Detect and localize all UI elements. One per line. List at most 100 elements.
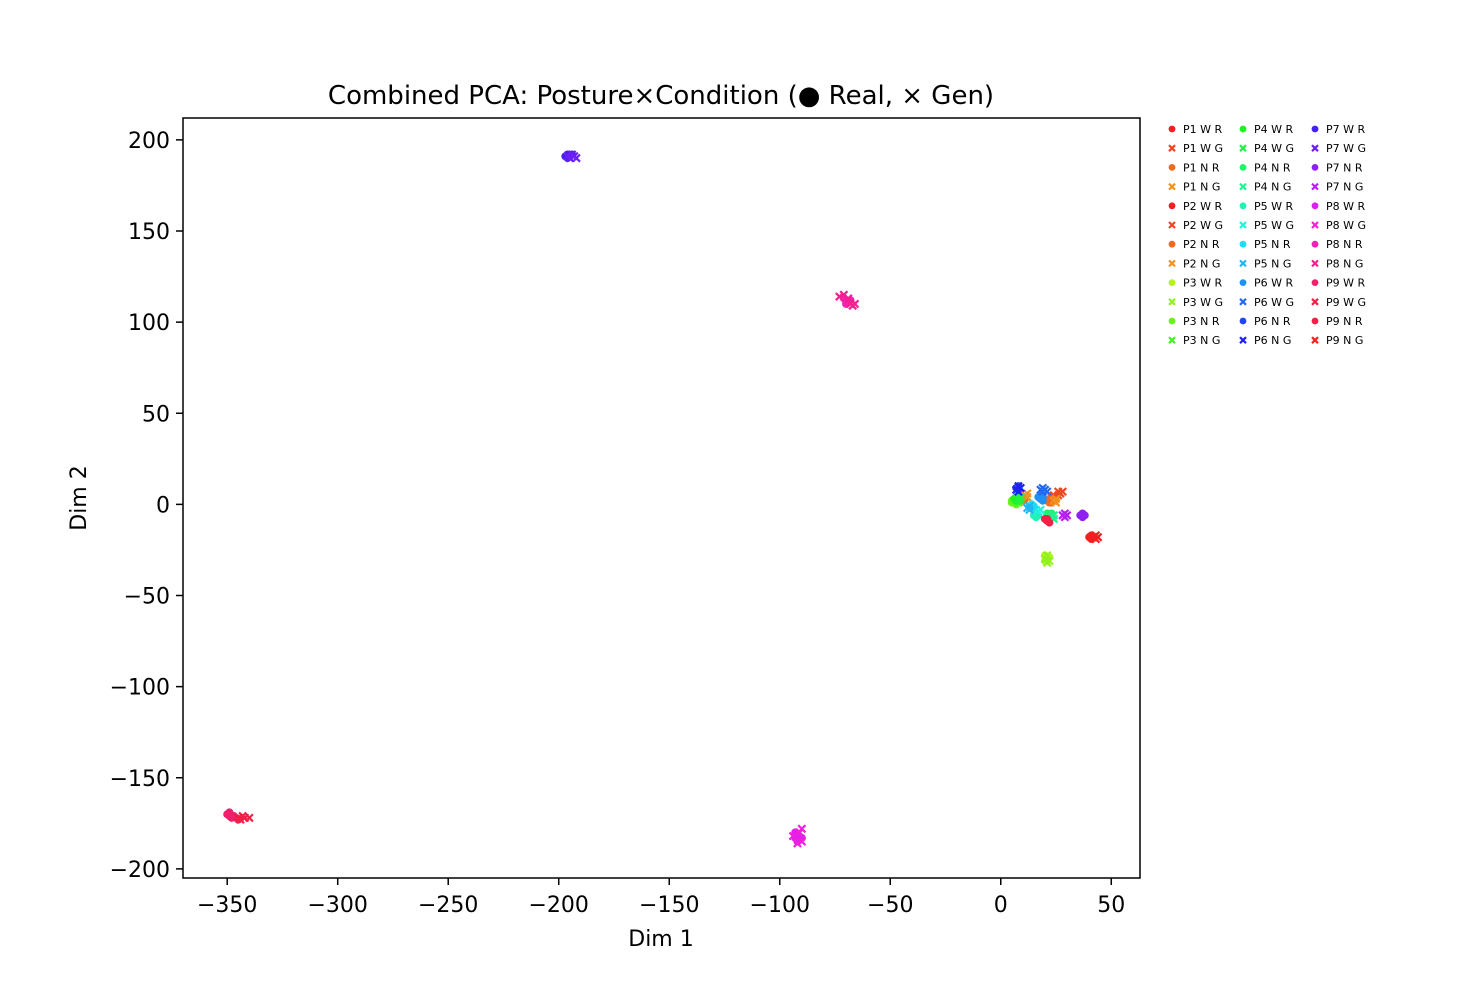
legend-label: P4 W G: [1254, 142, 1294, 155]
legend-item: P9 W G: [1311, 296, 1366, 309]
legend-marker: [1311, 298, 1319, 306]
data-point: [1051, 498, 1061, 507]
legend-marker: [1239, 259, 1247, 268]
legend-marker: [1168, 240, 1176, 248]
legend-marker: [1239, 144, 1247, 152]
legend-marker: [1168, 125, 1176, 133]
legend-marker: [1311, 259, 1319, 268]
legend-item: P2 W G: [1168, 219, 1223, 232]
legend-label: P8 N R: [1326, 238, 1363, 251]
legend-marker: [1239, 164, 1247, 171]
legend-item: P6 W G: [1239, 296, 1294, 309]
legend-item: P7 W R: [1311, 123, 1366, 136]
legend-item: P7 N R: [1311, 161, 1363, 174]
legend-label: P4 N R: [1254, 161, 1291, 174]
legend-label: P1 N G: [1183, 181, 1220, 194]
legend-item: P4 N R: [1239, 161, 1291, 174]
legend-item: P7 N G: [1311, 181, 1363, 194]
legend-item: P6 N R: [1239, 315, 1291, 328]
legend-item: P2 N G: [1168, 257, 1220, 270]
legend-marker: [1239, 221, 1247, 229]
legend-item: P5 N R: [1239, 238, 1291, 251]
legend-item: P5 W R: [1239, 200, 1294, 213]
legend-item: P4 W R: [1239, 123, 1294, 136]
legend-marker: [1311, 221, 1319, 229]
legend-item: P6 W R: [1239, 277, 1294, 290]
legend-item: P4 N G: [1239, 181, 1291, 194]
legend-label: P4 N G: [1254, 181, 1291, 194]
legend-label: P7 W G: [1326, 142, 1366, 155]
legend-item: P2 W R: [1168, 200, 1223, 213]
x-tick-label: −50: [867, 893, 913, 918]
data-point: [797, 837, 807, 846]
legend-label: P6 W G: [1254, 296, 1294, 309]
legend-label: P6 N R: [1254, 315, 1291, 328]
data-point: [238, 811, 248, 821]
legend-label: P7 N R: [1326, 161, 1363, 174]
legend-marker: [1239, 336, 1247, 344]
legend-item: P3 N G: [1168, 334, 1220, 347]
legend-label: P2 W G: [1183, 219, 1223, 232]
legend-marker: [1239, 125, 1247, 133]
y-tick-label: 50: [142, 402, 170, 427]
chart-title: Combined PCA: Posture×Condition (● Real,…: [328, 81, 994, 111]
legend-label: P4 W R: [1254, 123, 1294, 136]
legend: P1 W R P1 W G P1 N R P1 N G P2 W R P2 W G P2 N…: [1168, 123, 1366, 347]
legend-item: P3 N R: [1168, 315, 1220, 328]
data-point: [1025, 501, 1034, 511]
legend-label: P5 N G: [1254, 257, 1291, 270]
y-tick-label: 200: [128, 129, 170, 154]
legend-label: P8 N G: [1326, 257, 1363, 270]
data-point: [1038, 496, 1047, 505]
legend-item: P3 W G: [1168, 296, 1223, 309]
legend-marker: [1168, 144, 1176, 152]
legend-item: P9 N G: [1311, 334, 1363, 347]
data-point: [1032, 513, 1041, 522]
legend-item: P8 W G: [1311, 219, 1366, 232]
legend-label: P2 N R: [1183, 238, 1220, 251]
legend-label: P8 W G: [1326, 219, 1366, 232]
legend-marker: [1168, 336, 1176, 344]
legend-marker: [1311, 279, 1319, 286]
data-point: [1042, 551, 1052, 560]
legend-marker: [1168, 164, 1176, 171]
data-point: [850, 299, 860, 309]
legend-item: P8 W R: [1311, 200, 1366, 213]
x-tick-label: −150: [639, 893, 699, 918]
legend-item: P1 N G: [1168, 181, 1220, 194]
legend-label: P5 W G: [1254, 219, 1294, 232]
data-point: [244, 813, 254, 823]
legend-marker: [1168, 279, 1176, 286]
legend-item: P8 N R: [1311, 238, 1363, 251]
x-tick-label: 0: [994, 893, 1008, 918]
x-tick-label: −350: [197, 893, 257, 918]
x-tick-label: −250: [418, 893, 478, 918]
legend-marker: [1311, 240, 1319, 248]
data-point: [843, 294, 853, 303]
y-tick-label: −150: [110, 767, 170, 792]
legend-label: P2 W R: [1183, 200, 1223, 213]
y-tick-label: 150: [128, 220, 170, 245]
x-axis-label: Dim 1: [628, 927, 693, 952]
y-tick-label: −200: [110, 858, 170, 883]
legend-label: P9 W R: [1326, 277, 1366, 290]
legend-marker: [1239, 317, 1247, 325]
data-point: [795, 828, 805, 837]
legend-label: P1 W G: [1183, 142, 1223, 155]
data-point: [1042, 558, 1052, 568]
legend-item: P5 W G: [1239, 219, 1294, 232]
data-point: [1022, 489, 1032, 498]
legend-marker: [1239, 202, 1247, 210]
legend-label: P3 N R: [1183, 315, 1220, 328]
data-point: [1038, 483, 1048, 493]
y-tick-label: 100: [128, 311, 170, 336]
legend-marker: [1168, 298, 1176, 306]
legend-label: P7 N G: [1326, 181, 1363, 194]
x-tick-label: −100: [750, 893, 810, 918]
legend-label: P6 N G: [1254, 334, 1291, 347]
legend-label: P5 W R: [1254, 200, 1294, 213]
data-point: [1036, 505, 1045, 515]
legend-label: P3 N G: [1183, 334, 1220, 347]
legend-item: P6 N G: [1239, 334, 1291, 347]
legend-marker: [1239, 240, 1247, 248]
